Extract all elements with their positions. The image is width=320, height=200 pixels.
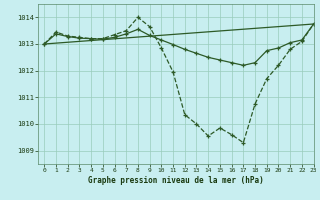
X-axis label: Graphe pression niveau de la mer (hPa): Graphe pression niveau de la mer (hPa) (88, 176, 264, 185)
